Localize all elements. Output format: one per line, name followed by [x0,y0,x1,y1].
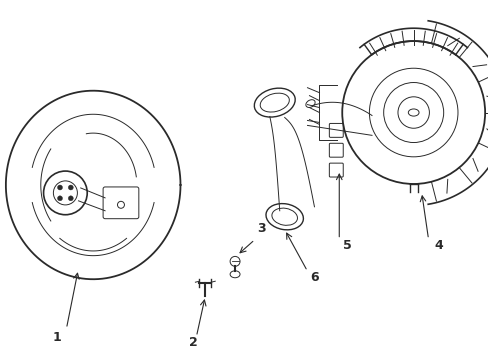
Circle shape [68,196,73,201]
Text: 3: 3 [258,222,266,235]
Text: 6: 6 [310,271,319,284]
Circle shape [57,185,62,190]
Circle shape [57,196,62,201]
Text: 5: 5 [343,239,352,252]
Text: 4: 4 [434,239,443,252]
Circle shape [68,185,73,190]
Text: 2: 2 [189,336,198,349]
Text: 1: 1 [52,331,61,344]
